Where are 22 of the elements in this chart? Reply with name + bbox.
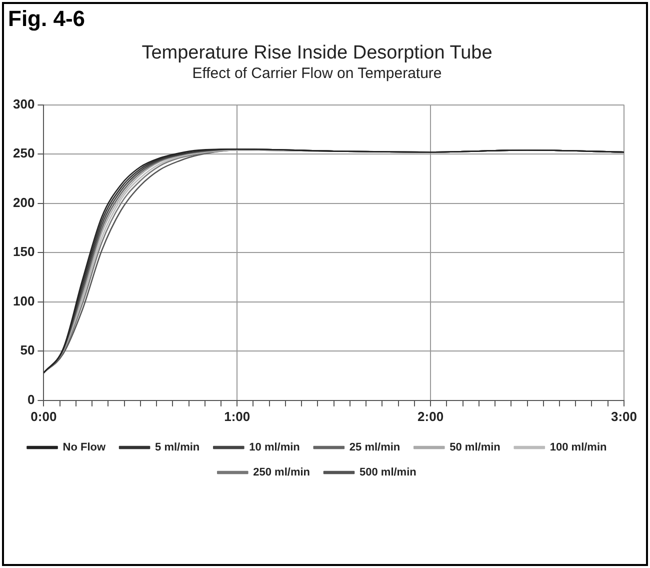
y-tick-label: 200 [12, 194, 35, 210]
legend-label: 500 ml/min [360, 466, 417, 479]
y-tick-label: 0 [27, 392, 35, 407]
legend-label: 100 ml/min [550, 442, 608, 454]
y-tick-label: 150 [12, 244, 35, 260]
y-tick-label: 250 [12, 146, 35, 161]
legend-label: 250 ml/min [253, 466, 310, 479]
legend-label: 25 ml/min [349, 442, 400, 454]
legend-label: No Flow [62, 442, 106, 454]
y-tick-label: 300 [12, 96, 35, 112]
legend-label: 50 ml/min [450, 442, 501, 454]
x-tick-label: 3:00 [610, 408, 638, 424]
y-tick-label: 100 [12, 293, 35, 308]
x-tick-label: 2:00 [418, 408, 444, 424]
chart-title: Temperature Rise Inside Desorption Tube [142, 42, 492, 64]
legend-label: 10 ml/min [249, 442, 300, 454]
legend-label: 5 ml/min [155, 442, 200, 454]
x-tick-label: 0:00 [30, 408, 57, 424]
x-tick-label: 1:00 [224, 408, 250, 424]
caption: Fig. 4-6 [8, 6, 86, 32]
chart-subtitle: Effect of Carrier Flow on Temperature [192, 64, 442, 82]
y-tick-label: 50 [20, 342, 35, 358]
